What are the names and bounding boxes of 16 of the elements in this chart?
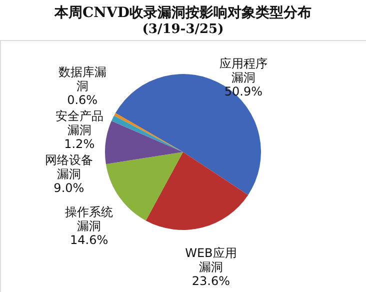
slice-label: WEB应用漏洞	[185, 246, 237, 274]
slice-label: 操作系统漏洞	[65, 204, 114, 233]
slice-label: 数据库漏洞	[58, 64, 106, 93]
slice-label: 安全产品漏洞	[55, 108, 104, 137]
data-label: 1.2%	[64, 136, 95, 151]
pie-slice	[115, 74, 261, 195]
pie-slice	[105, 120, 183, 164]
data-label: 14.6%	[70, 232, 108, 247]
chart-subtitle: (3/19-3/25)	[142, 22, 224, 37]
chart-title: 本周CNVD收录漏洞按影响对象类型分布	[54, 5, 312, 21]
pie-slice	[146, 152, 248, 230]
data-label: 0.6%	[67, 92, 98, 107]
slice-label: 网络设备漏洞	[44, 152, 93, 181]
data-label: 23.6%	[192, 274, 230, 288]
data-label: 9.0%	[54, 180, 84, 195]
slice-label: 应用程序漏洞	[219, 56, 268, 85]
